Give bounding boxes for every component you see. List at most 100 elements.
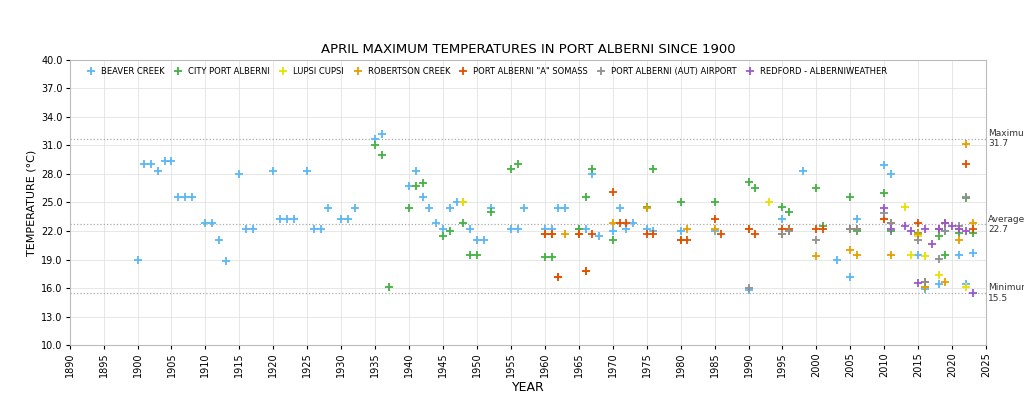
ROBERTSON CREEK [679, 226, 695, 232]
BEAVER CREEK [374, 131, 390, 137]
PORT ALBERNI "A" SOMASS [931, 226, 947, 232]
Y-axis label: TEMPERATURE (°C): TEMPERATURE (°C) [27, 149, 37, 256]
X-axis label: YEAR: YEAR [512, 382, 544, 394]
BEAVER CREEK [312, 226, 329, 232]
BEAVER CREEK [198, 220, 214, 227]
PORT ALBERNI "A" SOMASS [883, 220, 899, 227]
BEAVER CREEK [469, 237, 485, 243]
ROBERTSON CREEK [931, 226, 947, 232]
PORT ALBERNI "A" SOMASS [957, 161, 974, 168]
CITY PORT ALBERNI [510, 161, 526, 168]
ROBERTSON CREEK [774, 231, 791, 237]
BEAVER CREEK [299, 168, 315, 174]
BEAVER CREEK [707, 228, 723, 234]
ROBERTSON CREEK [578, 268, 594, 274]
Legend: BEAVER CREEK, CITY PORT ALBERNI, LUPSI CUPSI, ROBERTSON CREEK, PORT ALBERNI "A" : BEAVER CREEK, CITY PORT ALBERNI, LUPSI C… [83, 67, 888, 75]
BEAVER CREEK [910, 252, 927, 258]
PORT ALBERNI "A" SOMASS [537, 231, 553, 237]
REDFORD - ALBERNIWEATHER [877, 205, 893, 211]
REDFORD - ALBERNIWEATHER [944, 223, 961, 229]
BEAVER CREEK [367, 135, 383, 142]
PORT ALBERNI "A" SOMASS [544, 231, 560, 237]
BEAVER CREEK [578, 226, 594, 232]
BEAVER CREEK [456, 199, 472, 206]
BEAVER CREEK [435, 226, 452, 232]
BEAVER CREEK [550, 205, 566, 211]
CITY PORT ALBERNI [950, 230, 967, 236]
BEAVER CREEK [441, 205, 458, 211]
ROBERTSON CREEK [570, 231, 587, 237]
PORT ALBERNI (AUT) AIRPORT [877, 210, 893, 216]
PORT ALBERNI (AUT) AIRPORT [916, 278, 933, 285]
CITY PORT ALBERNI [367, 142, 383, 148]
ROBERTSON CREEK [740, 226, 757, 232]
BEAVER CREEK [639, 226, 655, 232]
BEAVER CREEK [584, 171, 600, 177]
BEAVER CREEK [740, 287, 757, 293]
ROBERTSON CREEK [877, 216, 893, 222]
PORT ALBERNI "A" SOMASS [877, 216, 893, 222]
PORT ALBERNI "A" SOMASS [910, 220, 927, 227]
REDFORD - ALBERNIWEATHER [931, 226, 947, 232]
BEAVER CREEK [183, 194, 200, 200]
CITY PORT ALBERNI [381, 284, 397, 291]
REDFORD - ALBERNIWEATHER [916, 226, 933, 232]
PORT ALBERNI "A" SOMASS [965, 226, 981, 232]
LUPSI CUPSI [456, 199, 472, 206]
REDFORD - ALBERNIWEATHER [924, 241, 940, 248]
PORT ALBERNI (AUT) AIRPORT [781, 228, 798, 234]
BEAVER CREEK [217, 257, 233, 264]
BEAVER CREEK [204, 220, 220, 227]
REDFORD - ALBERNIWEATHER [957, 228, 974, 234]
BEAVER CREEK [537, 226, 553, 232]
CITY PORT ALBERNI [740, 178, 757, 185]
PORT ALBERNI (AUT) AIRPORT [950, 223, 967, 229]
BEAVER CREEK [544, 226, 560, 232]
PORT ALBERNI "A" SOMASS [849, 226, 865, 232]
BEAVER CREEK [965, 250, 981, 256]
LUPSI CUPSI [903, 252, 920, 258]
CITY PORT ALBERNI [707, 199, 723, 206]
BEAVER CREEK [591, 233, 607, 239]
PORT ALBERNI "A" SOMASS [950, 226, 967, 232]
ROBERTSON CREEK [849, 252, 865, 258]
BEAVER CREEK [415, 194, 431, 200]
ROBERTSON CREEK [557, 231, 573, 237]
CITY PORT ALBERNI [537, 254, 553, 260]
CITY PORT ALBERNI [673, 199, 689, 206]
PORT ALBERNI "A" SOMASS [584, 231, 600, 237]
BEAVER CREEK [557, 205, 573, 211]
BEAVER CREEK [883, 171, 899, 177]
BEAVER CREEK [265, 168, 282, 174]
PORT ALBERNI "A" SOMASS [618, 220, 635, 227]
BEAVER CREEK [510, 226, 526, 232]
PORT ALBERNI (AUT) AIRPORT [931, 256, 947, 262]
ROBERTSON CREEK [965, 220, 981, 227]
PORT ALBERNI "A" SOMASS [679, 237, 695, 243]
LUPSI CUPSI [761, 199, 777, 206]
BEAVER CREEK [828, 256, 845, 263]
CITY PORT ALBERNI [441, 228, 458, 234]
ROBERTSON CREEK [537, 231, 553, 237]
ROBERTSON CREEK [910, 231, 927, 237]
CITY PORT ALBERNI [408, 183, 424, 189]
BEAVER CREEK [400, 183, 417, 189]
BEAVER CREEK [346, 205, 362, 211]
BEAVER CREEK [625, 220, 641, 227]
CITY PORT ALBERNI [469, 252, 485, 258]
CITY PORT ALBERNI [482, 209, 499, 215]
PORT ALBERNI "A" SOMASS [673, 237, 689, 243]
CITY PORT ALBERNI [374, 152, 390, 158]
BEAVER CREEK [286, 216, 302, 222]
CITY PORT ALBERNI [435, 233, 452, 239]
BEAVER CREEK [774, 216, 791, 222]
CITY PORT ALBERNI [937, 252, 953, 258]
BEAVER CREEK [449, 199, 465, 206]
PORT ALBERNI "A" SOMASS [570, 231, 587, 237]
CITY PORT ALBERNI [957, 195, 974, 201]
REDFORD - ALBERNIWEATHER [937, 220, 953, 227]
BEAVER CREEK [570, 226, 587, 232]
CITY PORT ALBERNI [639, 204, 655, 210]
PORT ALBERNI (AUT) AIRPORT [808, 237, 824, 243]
BEAVER CREEK [957, 281, 974, 287]
